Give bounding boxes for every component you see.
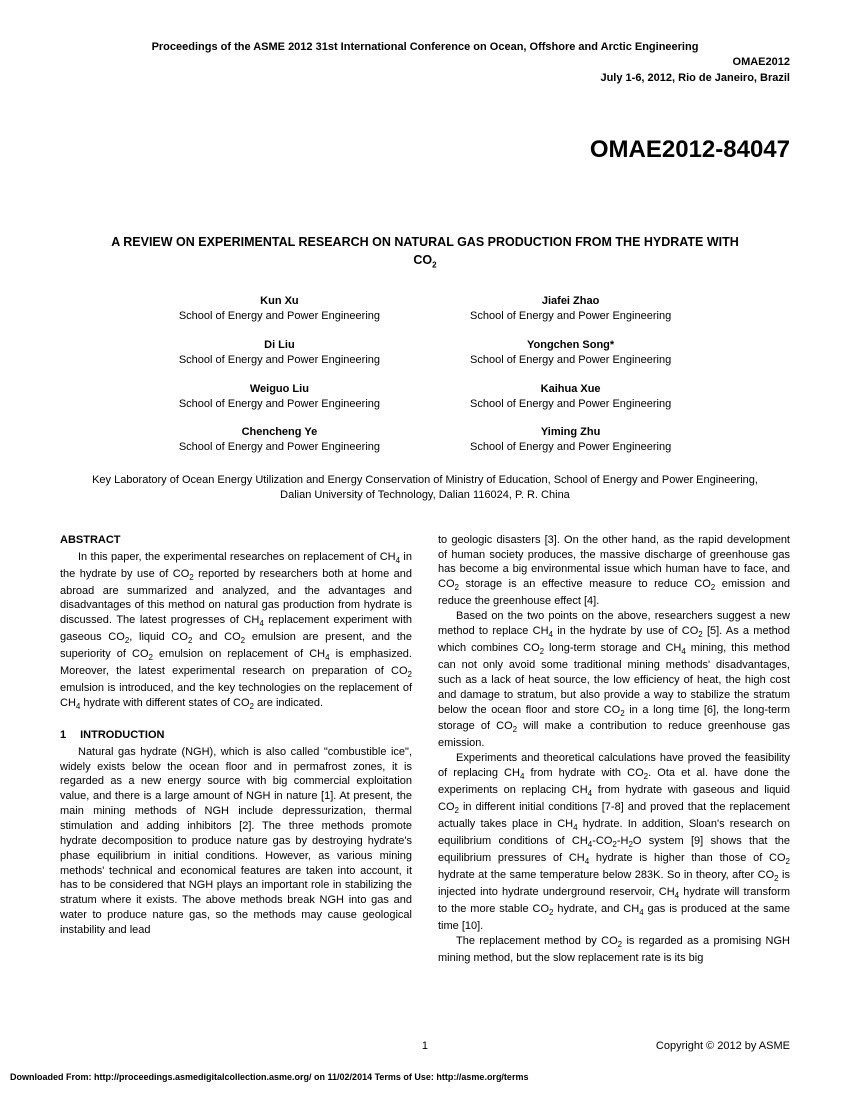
author-block: Weiguo LiuSchool of Energy and Power Eng… <box>179 382 380 412</box>
header-line1: Proceedings of the ASME 2012 31st Intern… <box>60 40 790 55</box>
authors-right-column: Jiafei ZhaoSchool of Energy and Power En… <box>470 294 671 455</box>
body-text: The replacement method by CO2 is regarde… <box>438 934 790 966</box>
left-column: ABSTRACT In this paper, the experimental… <box>60 533 412 966</box>
body-columns: ABSTRACT In this paper, the experimental… <box>60 533 790 966</box>
author-block: Chencheng YeSchool of Energy and Power E… <box>179 425 380 455</box>
author-block: Yongchen Song*School of Energy and Power… <box>470 338 671 368</box>
authors-section: Kun XuSchool of Energy and Power Enginee… <box>60 294 790 455</box>
author-block: Kun XuSchool of Energy and Power Enginee… <box>179 294 380 324</box>
paper-title: A REVIEW ON EXPERIMENTAL RESEARCH ON NAT… <box>100 234 750 270</box>
body-text: Experiments and theoretical calculations… <box>438 751 790 934</box>
header-line2: OMAE2012 <box>60 55 790 70</box>
paper-id: OMAE2012-84047 <box>60 136 790 164</box>
intro-text: Natural gas hydrate (NGH), which is also… <box>60 745 412 938</box>
author-block: Jiafei ZhaoSchool of Energy and Power En… <box>470 294 671 324</box>
download-notice: Downloaded From: http://proceedings.asme… <box>10 1072 528 1082</box>
page-number: 1 <box>303 1040 546 1052</box>
conference-header: Proceedings of the ASME 2012 31st Intern… <box>60 40 790 86</box>
body-text: to geologic disasters [3]. On the other … <box>438 533 790 609</box>
author-block: Yiming ZhuSchool of Energy and Power Eng… <box>470 425 671 455</box>
authors-left-column: Kun XuSchool of Energy and Power Enginee… <box>179 294 380 455</box>
body-text: Based on the two points on the above, re… <box>438 609 790 751</box>
affiliation-text: Key Laboratory of Ocean Energy Utilizati… <box>90 473 760 503</box>
header-line3: July 1-6, 2012, Rio de Janeiro, Brazil <box>60 71 790 86</box>
intro-heading: 1INTRODUCTION <box>60 728 412 743</box>
abstract-text: In this paper, the experimental research… <box>60 550 412 713</box>
copyright-text: Copyright © 2012 by ASME <box>547 1040 790 1052</box>
abstract-heading: ABSTRACT <box>60 533 412 548</box>
right-column: to geologic disasters [3]. On the other … <box>438 533 790 966</box>
author-block: Kaihua XueSchool of Energy and Power Eng… <box>470 382 671 412</box>
page-footer: 1 Copyright © 2012 by ASME <box>60 1040 790 1052</box>
author-block: Di LiuSchool of Energy and Power Enginee… <box>179 338 380 368</box>
